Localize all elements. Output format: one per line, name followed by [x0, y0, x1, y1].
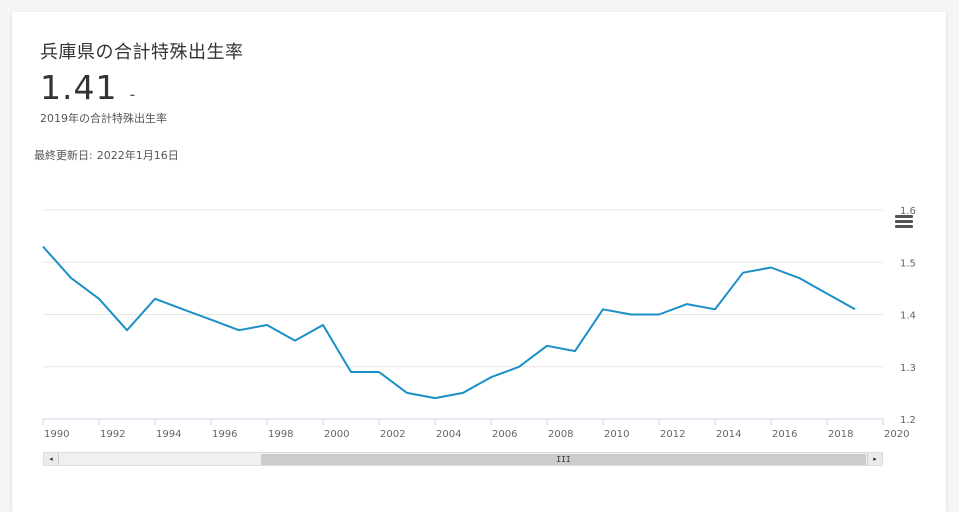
- x-tick-label: 2016: [772, 429, 797, 440]
- last-updated-label: 最終更新日:: [34, 149, 93, 162]
- x-tick-label: 2002: [380, 429, 405, 440]
- last-updated-date: 2022年1月16日: [96, 149, 179, 162]
- current-value: 1.41: [40, 68, 118, 107]
- chart-card: 兵庫県の合計特殊出生率 1.41 - 2019年の合計特殊出生率 最終更新日: 2…: [12, 12, 946, 512]
- x-tick-label: 2020: [884, 429, 909, 440]
- scroll-thumb[interactable]: III: [261, 454, 866, 465]
- x-tick-label: 1994: [156, 429, 181, 440]
- x-tick-label: 1992: [100, 429, 125, 440]
- x-tick-label: 2004: [436, 429, 461, 440]
- y-tick-label: 1.4: [900, 311, 916, 322]
- chart-title: 兵庫県の合計特殊出生率: [40, 42, 244, 63]
- x-tick-label: 2012: [660, 429, 685, 440]
- x-tick-label: 1996: [212, 429, 237, 440]
- y-tick-label: 1.6: [900, 206, 916, 217]
- y-tick-label: 1.5: [900, 258, 916, 269]
- x-tick-label: 2006: [492, 429, 517, 440]
- x-tick-label: 2000: [324, 429, 349, 440]
- x-tick-label: 2010: [604, 429, 629, 440]
- value-subtitle: 2019年の合計特殊出生率: [40, 112, 167, 125]
- x-tick-label: 1998: [268, 429, 293, 440]
- line-chart: 1.2 1.3 1.4 1.5 1.6 1990 1992 1994 1996 1998 2000 2…: [42, 206, 916, 440]
- x-tick-label: 2008: [548, 429, 573, 440]
- scroll-right-icon[interactable]: ▸: [867, 453, 882, 465]
- value-row: 1.41 -: [40, 70, 135, 106]
- hamburger-menu-icon[interactable]: [895, 215, 913, 229]
- y-tick-label: 1.2: [900, 415, 916, 426]
- last-updated: 最終更新日: 2022年1月16日: [34, 147, 183, 163]
- series-line: [42, 245, 856, 400]
- change-indicator: -: [129, 85, 136, 104]
- scroll-left-icon[interactable]: ◂: [44, 453, 59, 465]
- x-tick-label: 2018: [828, 429, 853, 440]
- y-tick-label: 1.3: [900, 363, 916, 374]
- x-tick-label: 1990: [44, 429, 69, 440]
- scroll-grip-icon: III: [556, 455, 571, 464]
- x-tick-label: 2014: [716, 429, 741, 440]
- chart-scrollbar[interactable]: ◂ III ▸: [43, 452, 883, 466]
